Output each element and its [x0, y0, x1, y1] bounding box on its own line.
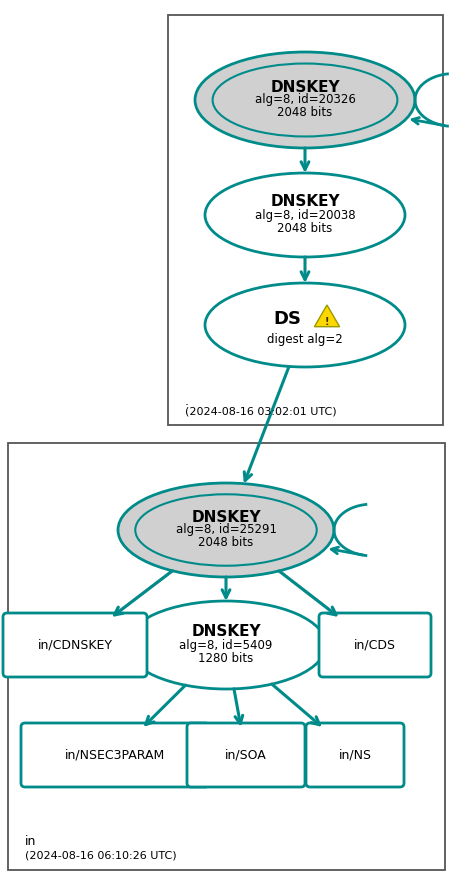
- Text: !: !: [325, 317, 329, 327]
- Text: digest alg=2: digest alg=2: [267, 333, 343, 345]
- Ellipse shape: [205, 173, 405, 257]
- Text: alg=8, id=20038: alg=8, id=20038: [255, 209, 355, 221]
- Ellipse shape: [195, 52, 415, 148]
- Ellipse shape: [205, 283, 405, 367]
- Text: (2024-08-16 03:02:01 UTC): (2024-08-16 03:02:01 UTC): [185, 407, 337, 417]
- Text: alg=8, id=5409: alg=8, id=5409: [179, 638, 273, 651]
- Bar: [168, 15, 443, 425]
- Text: 1280 bits: 1280 bits: [198, 651, 254, 665]
- FancyBboxPatch shape: [306, 723, 404, 787]
- Text: DNSKEY: DNSKEY: [270, 80, 340, 95]
- FancyBboxPatch shape: [21, 723, 209, 787]
- FancyBboxPatch shape: [319, 613, 431, 677]
- Text: 2048 bits: 2048 bits: [198, 536, 254, 550]
- FancyBboxPatch shape: [187, 723, 305, 787]
- Ellipse shape: [126, 601, 326, 689]
- Ellipse shape: [118, 483, 334, 577]
- Text: .: .: [185, 395, 189, 408]
- Text: DNSKEY: DNSKEY: [191, 510, 261, 525]
- Text: (2024-08-16 06:10:26 UTC): (2024-08-16 06:10:26 UTC): [25, 850, 177, 860]
- Text: in/NS: in/NS: [338, 749, 371, 761]
- Text: 2048 bits: 2048 bits: [277, 221, 333, 235]
- Text: in/CDNSKEY: in/CDNSKEY: [38, 638, 112, 651]
- Text: in/SOA: in/SOA: [225, 749, 267, 761]
- Text: DNSKEY: DNSKEY: [270, 195, 340, 210]
- Text: alg=8, id=25291: alg=8, id=25291: [175, 524, 276, 536]
- Text: DNSKEY: DNSKEY: [191, 625, 261, 640]
- Polygon shape: [314, 305, 340, 327]
- Text: 2048 bits: 2048 bits: [277, 106, 333, 119]
- Text: DS: DS: [273, 310, 301, 328]
- Text: in/NSEC3PARAM: in/NSEC3PARAM: [65, 749, 165, 761]
- FancyBboxPatch shape: [3, 613, 147, 677]
- Text: alg=8, id=20326: alg=8, id=20326: [255, 94, 356, 106]
- Bar: [8, 443, 445, 870]
- Text: in: in: [25, 835, 36, 848]
- Text: in/CDS: in/CDS: [354, 638, 396, 651]
